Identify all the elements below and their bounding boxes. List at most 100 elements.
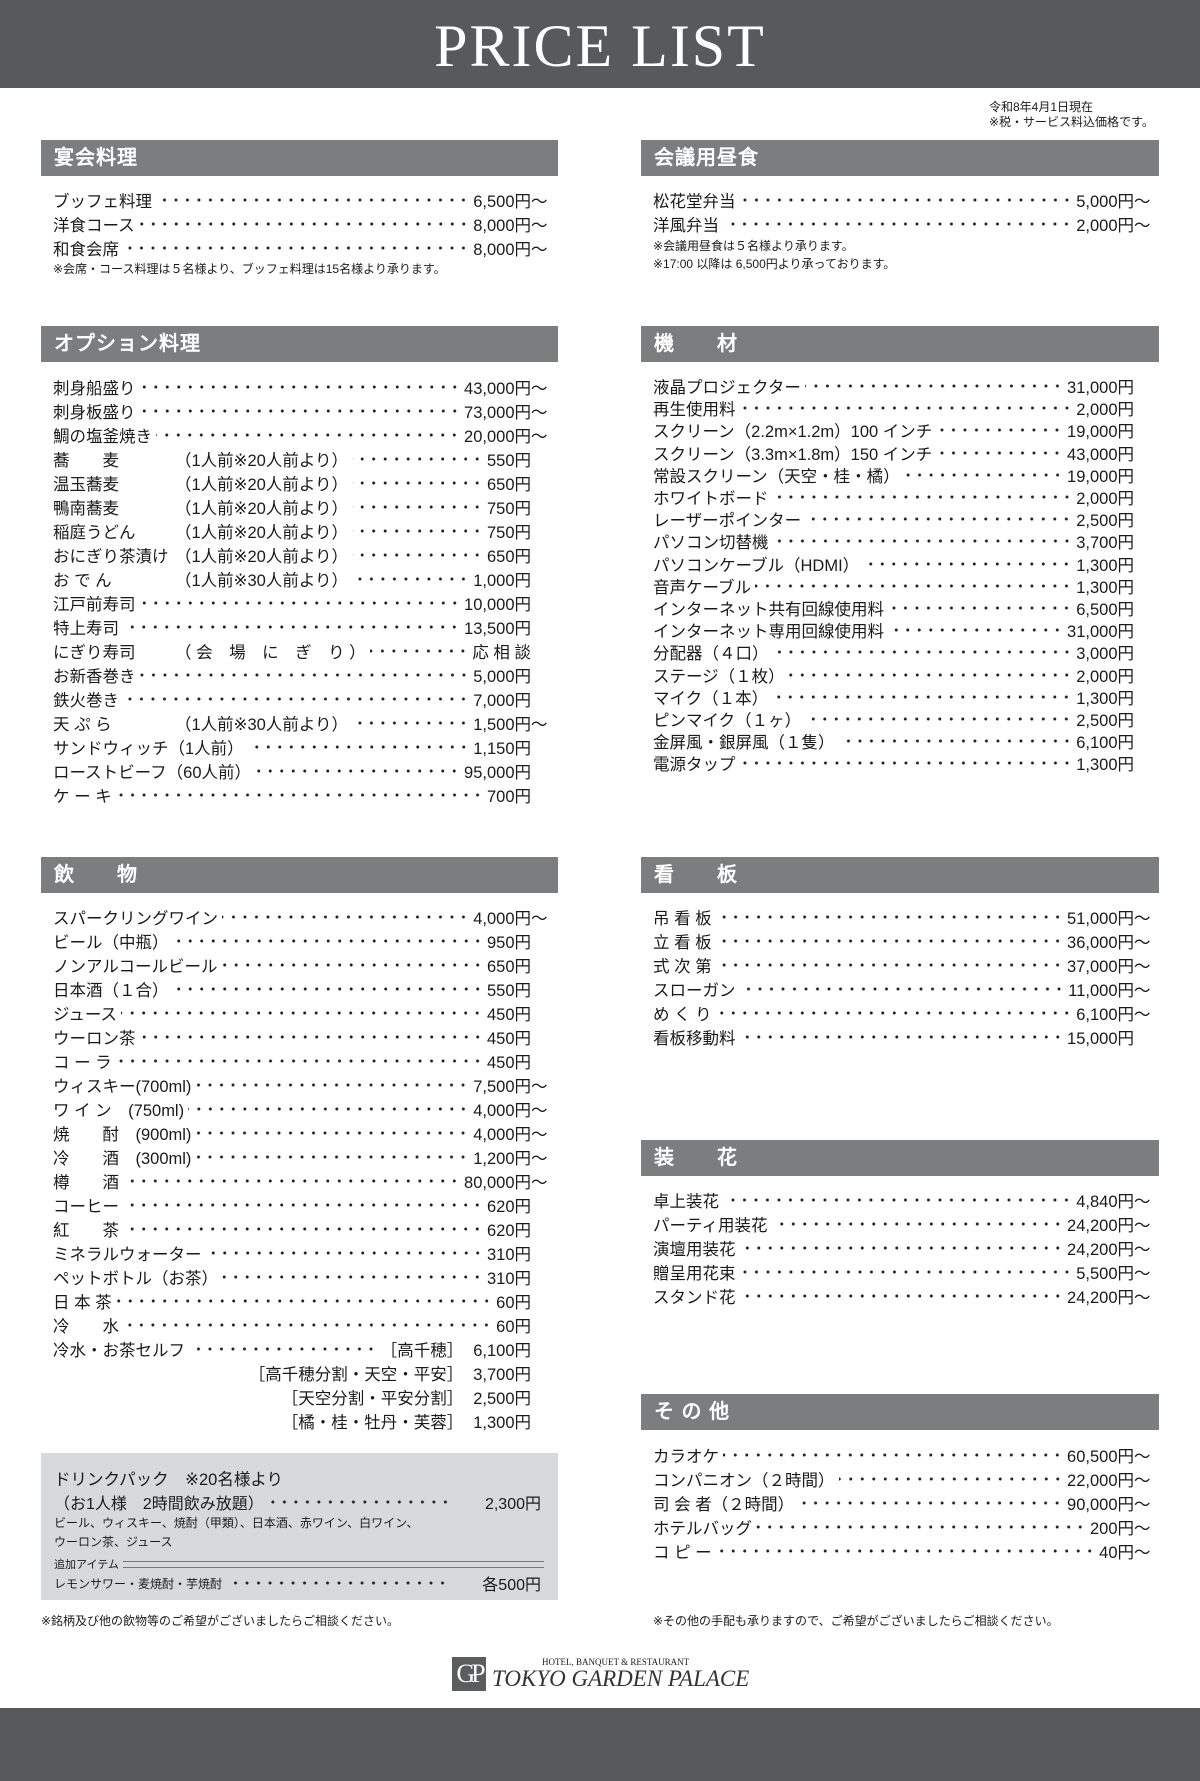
item-price: 1,300円 [1076, 556, 1134, 575]
item-price: 2,000円 [1076, 401, 1134, 420]
from-mark: 〜 [1134, 1520, 1151, 1538]
item-name: 和食会席 [53, 241, 119, 259]
drink-pack-box: ドリンクパック ※20名様より （お1人様 2時間飲み放題） 2,300円 ビー… [41, 1453, 558, 1600]
price-row: スクリーン（2.2m×1.2m）100 インチ 19,000円 [653, 419, 1152, 441]
item-name: 洋食コース [53, 217, 135, 235]
item-name: 冷水・お茶セルフ [53, 1342, 185, 1360]
leader-dots [267, 1497, 451, 1507]
other-footer-note: ※その他の手配も承りますので、ご希望がございましたらご相談ください。 [653, 1614, 1059, 1628]
leader-dots [863, 558, 1073, 569]
leader-dots [804, 381, 1064, 392]
price-row: 音声ケーブル 1,300円 [653, 575, 1152, 597]
section-header-other: そ の 他 [641, 1394, 1159, 1430]
item-name: 式 次 第 [653, 958, 712, 976]
item-price: 2,000円 [1076, 667, 1134, 686]
item-name: 刺身板盛り [53, 404, 136, 422]
item-name: 液晶プロジェクター [653, 379, 801, 398]
item-price: 90,000円 [1067, 1496, 1134, 1514]
item-name: ワ イ ン (750ml) [53, 1102, 185, 1120]
price-row: ミネラルウォーター 310円 [53, 1241, 549, 1265]
section-header-options: オプション料理 [41, 326, 558, 362]
item-name: 吊 看 板 [653, 910, 712, 928]
price-row: ウィスキー(700ml) 7,500円〜 [53, 1073, 549, 1097]
leader-dots [715, 1008, 1073, 1018]
leader-dots [352, 574, 470, 584]
price-row: ノンアルコールビール 650円 [53, 953, 549, 977]
item-price: 2,000円 [1076, 490, 1134, 509]
leader-dots [156, 430, 461, 440]
price-row: 吊 看 板 51,000円〜 [653, 905, 1152, 929]
item-name: 洋風弁当 [653, 217, 719, 235]
item-name: スパークリングワイン [53, 910, 218, 928]
price-row: ペットボトル（お茶） 310円 [53, 1265, 549, 1289]
item-name: 鉄火巻き [53, 692, 119, 710]
price-row: 卓上装花 4,840円〜 [653, 1188, 1152, 1212]
item-name: 日 本 茶 [53, 1294, 112, 1312]
item-price: 550円 [486, 452, 531, 470]
item-price: 51,000円 [1067, 910, 1134, 928]
leader-dots [352, 526, 483, 536]
leader-dots [838, 736, 1073, 747]
flowers-list: 卓上装花 4,840円〜パーティ用装花 24,200円〜演壇用装花 24,200円〜贈… [653, 1188, 1152, 1308]
leader-dots [772, 691, 1073, 702]
drinks-footer-note: ※銘柄及び他の飲物等のご希望がございましたらご相談ください。 [41, 1614, 400, 1628]
item-price: 24,200円 [1067, 1217, 1134, 1235]
item-name: 電源タップ [653, 756, 736, 775]
item-name: コンパニオン（２時間） [653, 1472, 835, 1490]
item-price: 6,100円 [473, 1342, 531, 1360]
price-row: スクリーン（3.3m×1.8m）150 インチ 43,000円 [653, 442, 1152, 464]
item-name: 司 会 者（２時間） [653, 1496, 795, 1514]
price-row: 電源タップ 1,300円 [653, 752, 1152, 774]
price-row: コンパニオン（２時間） 22,000円〜 [653, 1467, 1152, 1491]
leader-dots [739, 1291, 1064, 1301]
item-price: 620円 [486, 1222, 531, 1240]
item-price: 950円 [486, 934, 531, 952]
item-price: 60円 [496, 1318, 531, 1336]
item-price: 7,500円 [473, 1078, 531, 1096]
addon-divider: 追加アイテム [54, 1556, 544, 1572]
item-price: 15,000円 [1067, 1030, 1134, 1048]
price-row: インターネット専用回線使用料 31,000円 [653, 619, 1152, 641]
price-row: スローガン 11,000円〜 [653, 977, 1152, 1001]
item-price: 80,000円 [464, 1174, 531, 1192]
from-mark: 〜 [531, 380, 548, 398]
price-row: ピンマイク（１ヶ） 2,500円 [653, 708, 1152, 730]
leader-dots [123, 694, 470, 704]
header-band: PRICE LIST [0, 0, 1200, 88]
price-row: 松花堂弁当 5,000円〜 [653, 188, 1152, 212]
item-price: 43,000円 [464, 380, 531, 398]
item-name: 稲庭うどん [53, 524, 136, 542]
from-mark: 〜 [1134, 1193, 1151, 1211]
from-mark: 〜 [1134, 193, 1151, 211]
price-row: 特上寿司 13,500円 [53, 615, 549, 639]
item-price: 650円 [486, 958, 531, 976]
item-price: 6,500円 [473, 193, 531, 211]
item-name: 冷 水 [53, 1318, 119, 1336]
leader-dots [255, 766, 461, 776]
item-price: 8,000円 [473, 217, 531, 235]
price-row: 温玉蕎麦 （1人前※20人前より） 650円 [53, 471, 549, 495]
price-row: お新香巻き 5,000円 [53, 663, 549, 687]
item-price: 3,000円 [1076, 645, 1134, 664]
item-price: 3,700円 [1076, 534, 1134, 553]
section-header-flowers: 装 花 [641, 1140, 1159, 1176]
item-name: 特上寿司 [53, 620, 119, 638]
price-row: 冷水・お茶セルフ ［高千穂］ 6,100円 [53, 1337, 549, 1361]
item-price: 43,000円 [1067, 445, 1134, 464]
item-price: 6,100円 [1076, 1006, 1134, 1024]
item-name: 金屏風・銀屏風（１隻） [653, 734, 835, 753]
from-mark: 〜 [531, 1102, 548, 1120]
from-mark: 〜 [1134, 1289, 1151, 1307]
double-rule [122, 1560, 544, 1568]
item-name: 鯛の塩釜焼き [53, 428, 152, 446]
from-mark: 〜 [531, 910, 548, 928]
item-name: 贈呈用花束 [653, 1265, 736, 1283]
item-name: パーティ用装花 [653, 1217, 768, 1235]
item-name: パソコンケーブル（HDMI） [653, 556, 860, 575]
price-row: 看板移動料 15,000円 [653, 1025, 1152, 1049]
leader-dots [247, 742, 470, 752]
item-room: ［高千穂］ [380, 1342, 464, 1360]
leader-dots [772, 647, 1073, 658]
leader-dots [936, 447, 1064, 458]
price-row: パソコンケーブル（HDMI） 1,300円 [653, 553, 1152, 575]
